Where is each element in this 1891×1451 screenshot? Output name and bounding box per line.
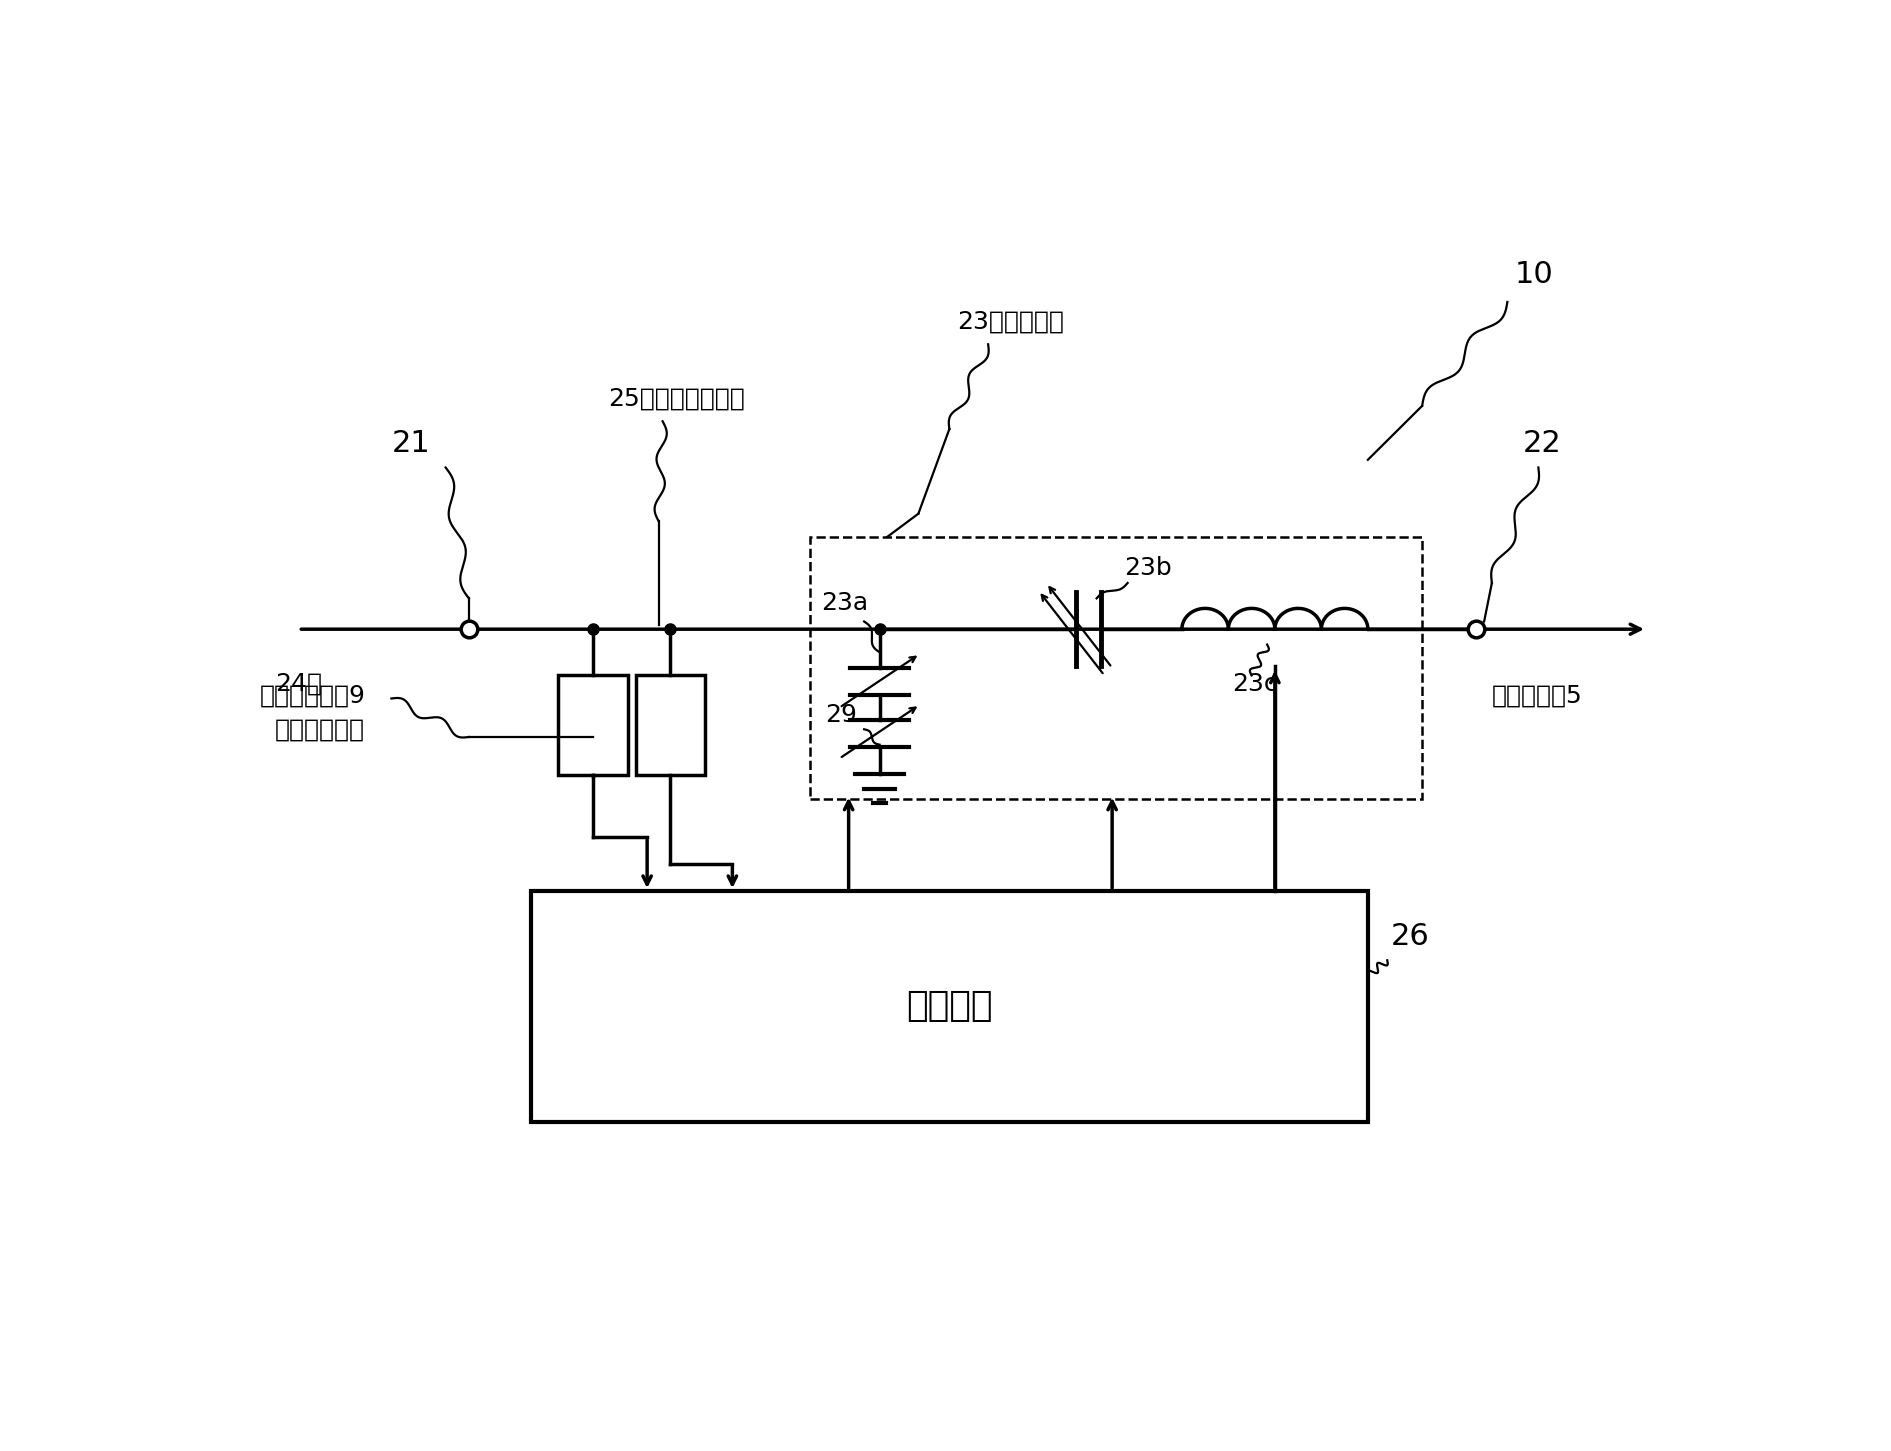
Text: 29: 29 bbox=[824, 702, 857, 727]
Text: 24；: 24； bbox=[274, 672, 321, 696]
Text: 23；匹配电路: 23；匹配电路 bbox=[957, 311, 1065, 334]
Text: 22: 22 bbox=[1522, 429, 1562, 459]
Text: 来自高频电源9: 来自高频电源9 bbox=[259, 683, 365, 707]
Text: 26: 26 bbox=[1392, 921, 1430, 950]
Text: 电流检出元件: 电流检出元件 bbox=[274, 718, 365, 741]
Bar bbox=[558, 675, 628, 775]
Text: 10: 10 bbox=[1515, 260, 1554, 289]
Text: 控制单元: 控制单元 bbox=[906, 990, 993, 1023]
Text: 21: 21 bbox=[391, 429, 429, 459]
Text: 23b: 23b bbox=[1123, 556, 1172, 580]
Text: 23a: 23a bbox=[821, 591, 868, 615]
Text: 25；电压检出元件: 25；电压检出元件 bbox=[609, 387, 745, 411]
Text: 23c: 23c bbox=[1233, 672, 1278, 696]
Bar bbox=[809, 537, 1422, 798]
Bar bbox=[531, 891, 1367, 1122]
Bar bbox=[635, 675, 705, 775]
Text: 至外部电构5: 至外部电构5 bbox=[1492, 683, 1583, 707]
